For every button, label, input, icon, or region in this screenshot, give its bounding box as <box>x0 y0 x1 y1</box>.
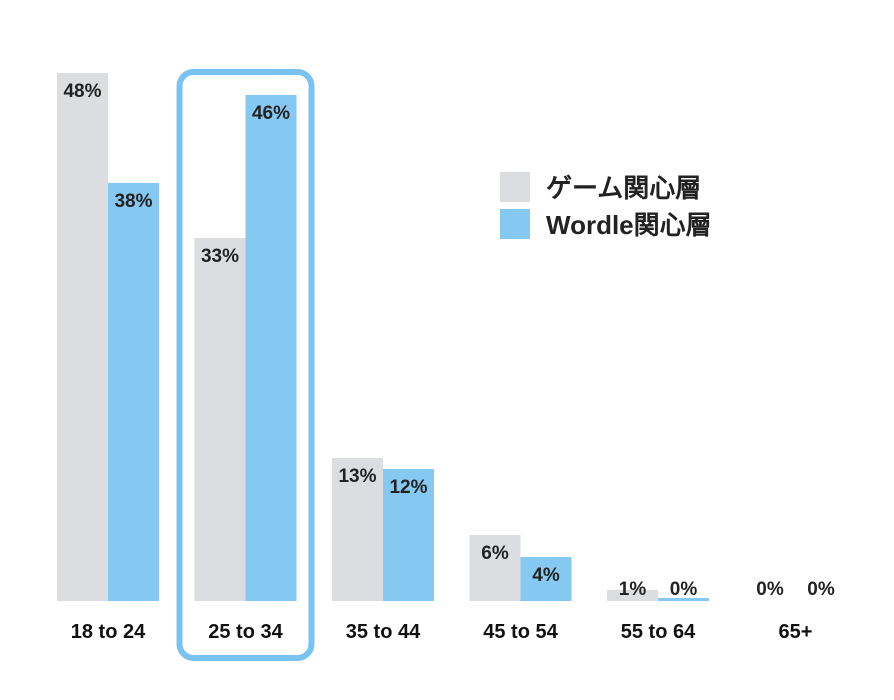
bars-group <box>57 73 709 601</box>
value-label-s1-25-to-34: 46% <box>252 103 290 124</box>
bar-s1-55-to-64 <box>658 598 709 601</box>
bar-s1-45-to-54 <box>520 557 572 601</box>
bar-s0-35-to-44 <box>332 458 383 601</box>
value-label-s1-55-to-64: 0% <box>670 579 698 600</box>
legend-label-game: ゲーム関心層 <box>546 173 701 203</box>
value-label-s1-18-to-24: 38% <box>114 191 152 212</box>
bar-s0-55-to-64 <box>607 590 658 601</box>
value-label-s0-35-to-44: 13% <box>338 466 376 487</box>
x-label-55-to-64: 55 to 64 <box>621 621 696 643</box>
bar-s0-25-to-34 <box>194 238 246 601</box>
value-label-s0-45-to-54: 6% <box>481 543 509 564</box>
value-label-s1-45-to-54: 4% <box>532 565 560 586</box>
value-label-s1-65: 0% <box>807 579 835 600</box>
legend-swatch-wordle <box>500 209 530 239</box>
x-label-45-to-54: 45 to 54 <box>483 621 558 643</box>
bar-s0-45-to-54 <box>469 535 521 601</box>
legend-swatch-game <box>500 172 530 202</box>
bar-s1-25-to-34 <box>245 95 297 601</box>
x-label-35-to-44: 35 to 44 <box>346 621 421 643</box>
value-label-s0-25-to-34: 33% <box>201 246 239 267</box>
x-axis-labels: 18 to 24 25 to 34 35 to 44 45 to 54 55 to 64… <box>71 621 813 643</box>
bar-s1-18-to-24 <box>108 183 159 601</box>
x-label-25-to-34: 25 to 34 <box>208 621 283 643</box>
value-label-s0-65: 0% <box>756 579 784 600</box>
legend: ゲーム関心層 Wordle関心層 <box>500 172 712 240</box>
bar-s0-18-to-24 <box>57 73 108 601</box>
x-label-18-to-24: 18 to 24 <box>71 621 146 643</box>
value-label-s1-35-to-44: 12% <box>389 477 427 498</box>
legend-label-wordle: Wordle関心層 <box>546 210 712 240</box>
highlight-frame <box>176 69 315 661</box>
bar-s1-35-to-44 <box>383 469 434 601</box>
value-label-s0-18-to-24: 48% <box>63 81 101 102</box>
value-label-s0-55-to-64: 1% <box>619 579 647 600</box>
value-labels-group: 48% 38% 33% 46% 13% 12% 6% 4% 1% 0% 0% 0% <box>63 81 834 600</box>
x-label-65: 65+ <box>779 621 813 643</box>
